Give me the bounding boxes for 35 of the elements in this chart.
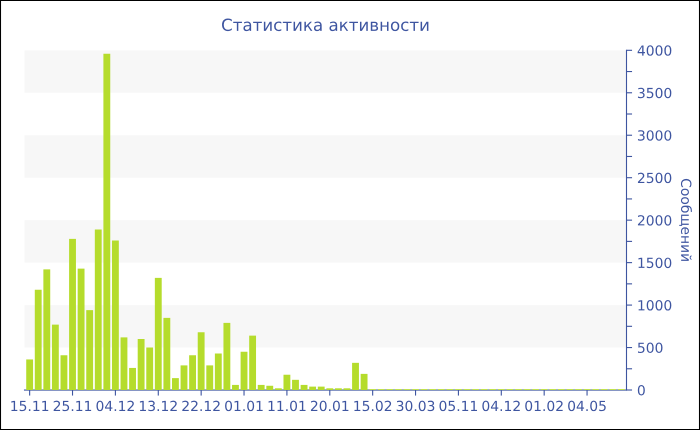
x-tick-label: 04.12 [482, 400, 520, 412]
x-tick-label: 22.12 [182, 400, 220, 411]
y-tick-label: 0 [638, 384, 645, 396]
x-tick-label: 01.02 [525, 400, 563, 412]
bar [146, 348, 154, 390]
y-tick-label: 1000 [638, 300, 672, 311]
bar [154, 278, 162, 390]
y-tick-label: 3500 [638, 88, 672, 98]
x-tick-label: 05.11 [439, 400, 478, 412]
x-tick-label: 01.01 [225, 400, 263, 412]
chart-title: Статистика активности [222, 18, 428, 32]
y-tick-label: 2000 [638, 215, 672, 226]
bar [318, 386, 325, 390]
x-tick-label: 25.11 [54, 400, 92, 412]
x-tick-label: 11.01 [268, 400, 306, 412]
bar [26, 359, 34, 390]
y-tick-label: 1500 [638, 258, 672, 268]
x-tick-label: 04.05 [568, 400, 606, 412]
bar [43, 269, 50, 390]
y-tick-label: 3000 [638, 130, 672, 141]
y-tick-label: 4000 [638, 45, 672, 56]
x-tick-label: 13.12 [140, 400, 177, 412]
bar [34, 290, 42, 390]
bar [258, 384, 265, 390]
bar [94, 230, 102, 390]
y-tick-label: 500 [638, 342, 663, 354]
bar [214, 353, 222, 390]
bar [206, 365, 214, 390]
x-tick-label: 15.11 [11, 400, 48, 412]
y-axis-title: Сообщений [679, 178, 692, 261]
x-tick-label: 30.03 [396, 400, 434, 412]
y-tick-label: 2500 [638, 172, 672, 184]
x-tick-label: 04.12 [96, 400, 134, 412]
x-tick-label: 15.02 [354, 400, 392, 412]
x-tick-label: 20.01 [310, 400, 348, 412]
